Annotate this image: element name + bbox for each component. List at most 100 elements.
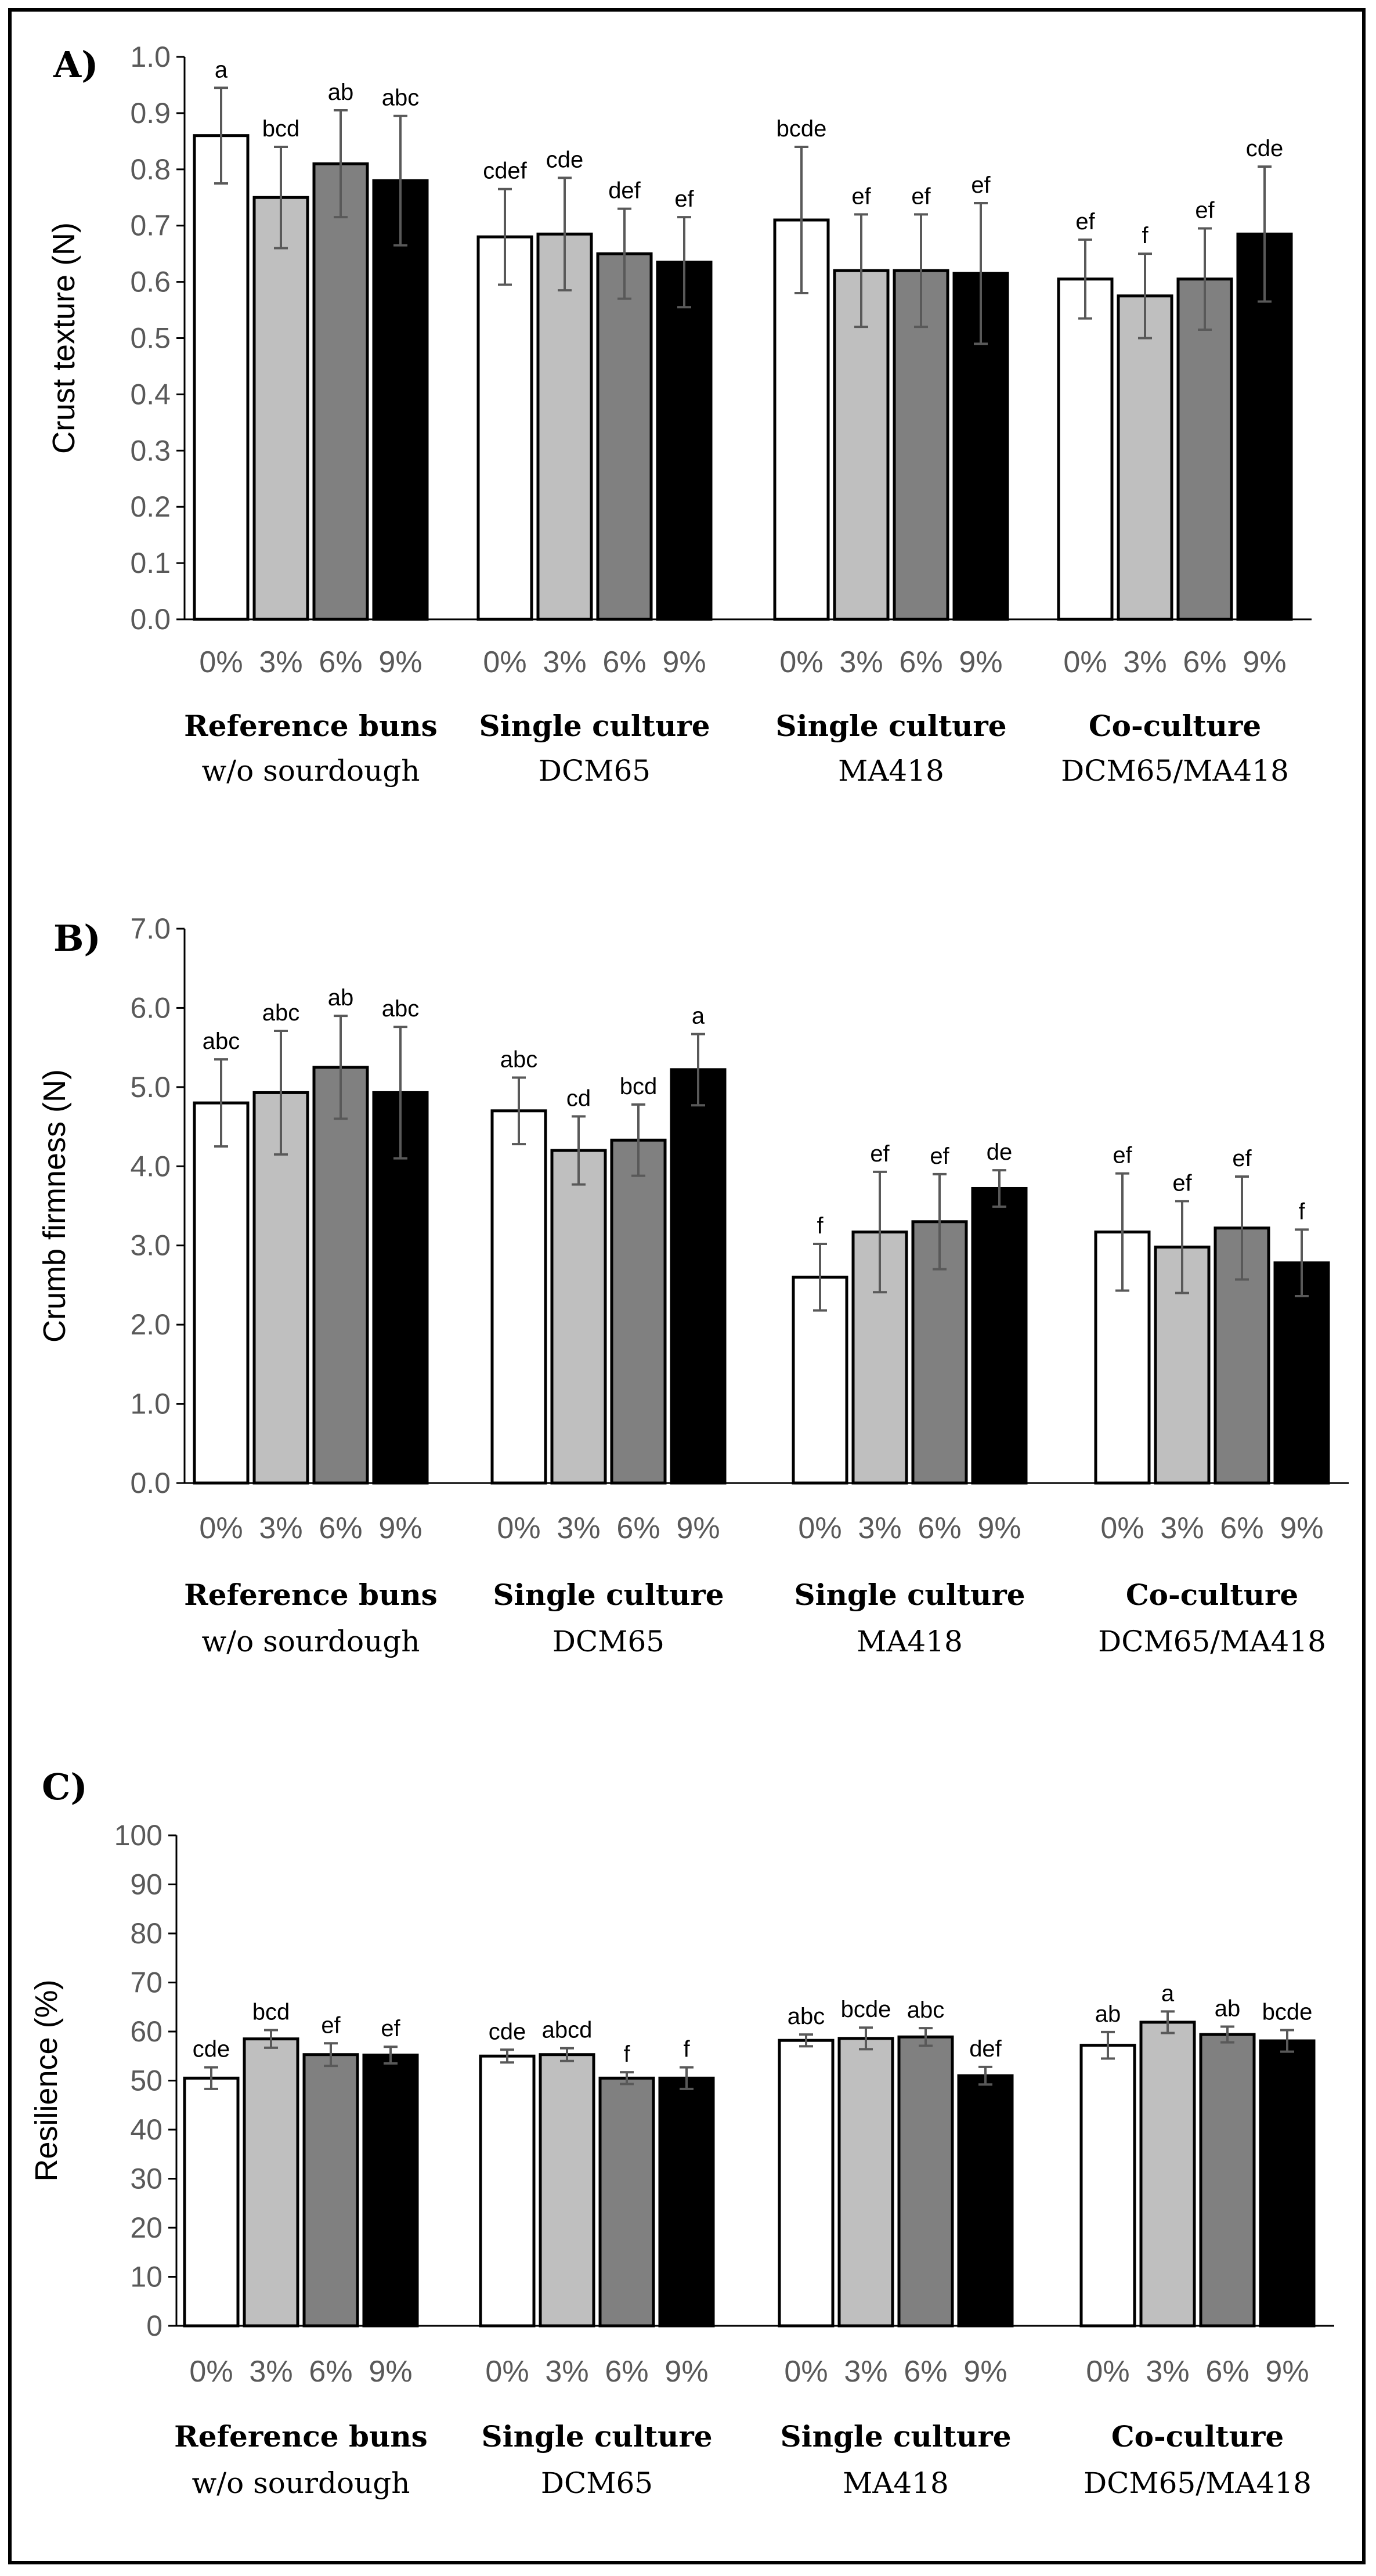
group-title: Co-culture — [1089, 709, 1261, 743]
group-subtitle: w/o sourdough — [192, 2466, 410, 2500]
y-tick-label: 50 — [130, 2065, 162, 2097]
significance-letter: f — [623, 2041, 630, 2067]
y-tick-label: 0.0 — [130, 1467, 171, 1499]
significance-letter: cde — [546, 147, 584, 172]
x-tick-label: 3% — [1146, 2355, 1189, 2389]
chart-panel-1: A) Crust texture (N) 0.0 0.1 0.2 0.3 0.4 0.5 0.6… — [46, 41, 1312, 788]
y-tick-label: 0 — [146, 2310, 162, 2342]
x-tick-label: 6% — [616, 1511, 660, 1545]
x-tick-label: 3% — [557, 1511, 600, 1545]
significance-letter: bcde — [1262, 1999, 1313, 2025]
y-axis-label: Crumb firmness (N) — [37, 1069, 72, 1343]
chart-panel-2: B) Crumb firmness (N) 0.0 1.0 2.0 3.0 4.0 5.0 6.… — [37, 912, 1349, 1658]
bar — [302, 2053, 359, 2328]
bar — [243, 2037, 299, 2328]
significance-letter: ef — [1232, 1146, 1252, 1171]
significance-letter: ef — [851, 183, 871, 209]
x-tick-label: 3% — [249, 2355, 292, 2389]
bar — [1057, 277, 1114, 621]
significance-letter: ef — [1195, 198, 1215, 223]
significance-letter: ef — [674, 186, 694, 212]
x-tick-label: 3% — [844, 2355, 887, 2389]
panel-label: C) — [42, 1766, 88, 1808]
significance-letter: f — [1298, 1199, 1305, 1224]
y-tick-label: 60 — [130, 2015, 162, 2048]
y-tick-label: 0.4 — [130, 378, 171, 410]
significance-letter: ef — [1113, 1143, 1132, 1168]
significance-letter: ef — [381, 2016, 400, 2041]
y-tick-label: 0.2 — [130, 490, 171, 523]
significance-letter: a — [1161, 1980, 1175, 2006]
significance-letter: ab — [328, 985, 354, 1011]
y-tick-label: 6.0 — [130, 991, 171, 1024]
group-subtitle: MA418 — [843, 2466, 949, 2500]
group-title: Reference buns — [184, 1578, 438, 1612]
bar — [1199, 2033, 1256, 2328]
bar — [479, 2054, 536, 2328]
y-tick-label: 100 — [114, 1819, 162, 1852]
y-tick-label: 0.1 — [130, 547, 171, 579]
y-tick-label: 0.9 — [130, 97, 171, 129]
x-tick-label: 0% — [779, 645, 823, 679]
x-tick-label: 9% — [369, 2355, 412, 2389]
significance-letter: cde — [1246, 136, 1284, 161]
x-tick-label: 9% — [1280, 1511, 1323, 1545]
x-tick-label: 6% — [602, 645, 646, 679]
significance-letter: cdef — [483, 158, 527, 184]
bar — [837, 2037, 894, 2328]
y-tick-label: 4.0 — [130, 1150, 171, 1182]
significance-letter: bcde — [841, 1997, 891, 2022]
x-tick-label: 9% — [959, 645, 1002, 679]
significance-letter: cd — [566, 1085, 591, 1111]
x-tick-label: 6% — [605, 2355, 648, 2389]
group-subtitle: w/o sourdough — [201, 754, 420, 788]
significance-letter: f — [817, 1213, 824, 1239]
x-tick-label: 3% — [545, 2355, 588, 2389]
significance-letter: ef — [1172, 1170, 1192, 1196]
significance-letter: ab — [328, 80, 354, 105]
bar — [193, 1101, 250, 1485]
bar — [1117, 294, 1173, 621]
significance-letter: abcd — [542, 2018, 593, 2043]
x-tick-label: 0% — [784, 2355, 828, 2389]
bar — [833, 269, 890, 621]
significance-letter: def — [608, 178, 641, 204]
chart-panel-3: C) Resilience (%) 0 10 20 30 40 50 60 70 80 90 100 cd… — [29, 1766, 1334, 2500]
significance-letter: abc — [788, 2004, 825, 2029]
bar — [312, 162, 369, 621]
bar — [670, 1068, 727, 1485]
bar — [1273, 1261, 1330, 1485]
x-tick-label: 6% — [1220, 1511, 1263, 1545]
group-subtitle: DCM65/MA418 — [1061, 754, 1289, 788]
bar — [536, 232, 593, 621]
x-tick-label: 6% — [918, 1511, 961, 1545]
group-title: Single culture — [775, 709, 1006, 743]
x-tick-label: 9% — [1265, 2355, 1309, 2389]
group-title: Co-culture — [1126, 1578, 1298, 1612]
bar — [897, 2035, 954, 2328]
y-axis-label: Resilience (%) — [29, 1979, 64, 2181]
y-tick-label: 70 — [130, 1967, 162, 1999]
y-tick-label: 2.0 — [130, 1308, 171, 1341]
group-subtitle: MA418 — [857, 1625, 963, 1658]
group-title: Reference buns — [184, 709, 438, 743]
y-tick-label: 0.5 — [130, 322, 171, 355]
significance-letter: ef — [930, 1143, 949, 1169]
panel-label: A) — [53, 44, 98, 86]
bar — [252, 196, 309, 621]
group-title: Single culture — [493, 1578, 724, 1612]
significance-letter: bcde — [777, 116, 827, 142]
x-tick-label: 9% — [676, 1511, 720, 1545]
y-tick-label: 40 — [130, 2113, 162, 2146]
significance-letter: cde — [489, 2019, 526, 2044]
significance-letter: ef — [911, 183, 931, 209]
y-tick-label: 10 — [130, 2261, 162, 2293]
x-tick-label: 6% — [1205, 2355, 1249, 2389]
bar — [312, 1066, 369, 1485]
x-tick-label: 3% — [259, 645, 302, 679]
bar — [598, 2076, 655, 2328]
group-title: Single culture — [479, 709, 710, 743]
significance-letter: ab — [1215, 1996, 1241, 2022]
significance-letter: abc — [907, 1997, 945, 2023]
